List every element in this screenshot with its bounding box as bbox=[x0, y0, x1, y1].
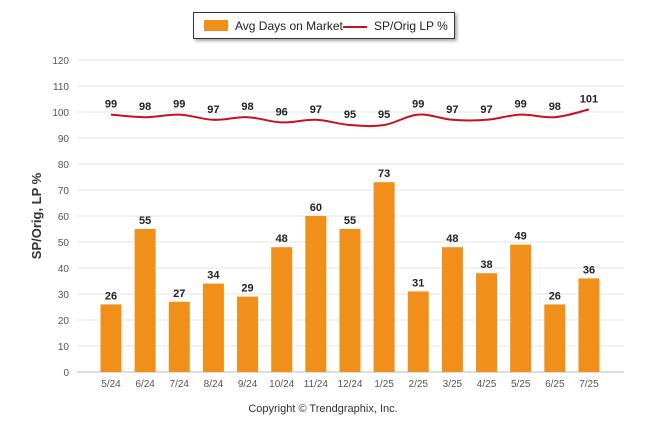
line-value-label: 99 bbox=[105, 99, 117, 111]
y-tick-label: 50 bbox=[58, 238, 70, 249]
line-value-label: 99 bbox=[412, 99, 424, 111]
y-tick-label: 100 bbox=[52, 108, 69, 119]
bar-6/25 bbox=[544, 304, 566, 372]
bar-11/24 bbox=[305, 216, 327, 372]
y-tick-label: 120 bbox=[52, 56, 69, 67]
bar-value-labels: 26 55 27 34 29 48 60 55 73 31 48 38 49 26 36 bbox=[105, 168, 595, 302]
x-tick-label: 10/24 bbox=[269, 379, 294, 390]
x-tick-label: 12/24 bbox=[337, 379, 362, 390]
x-tick-label: 5/24 bbox=[101, 379, 121, 390]
x-tick-label: 3/25 bbox=[443, 379, 463, 390]
y-axis-label: SP/Orig, LP % bbox=[29, 172, 44, 259]
x-tick-label: 6/24 bbox=[135, 379, 155, 390]
line-value-label: 96 bbox=[276, 106, 288, 118]
bar-series bbox=[100, 182, 600, 372]
bar-4/25 bbox=[476, 273, 498, 372]
bar-value-label: 27 bbox=[173, 288, 185, 300]
x-tick-label: 9/24 bbox=[238, 379, 258, 390]
x-tick-label: 11/24 bbox=[304, 379, 329, 390]
bar-12/24 bbox=[339, 229, 361, 372]
legend-item-bar: Avg Days on Market bbox=[204, 19, 343, 33]
bar-value-label: 38 bbox=[480, 259, 492, 271]
bar-7/25 bbox=[578, 278, 600, 372]
line-value-label: 98 bbox=[139, 101, 151, 113]
line-value-label: 99 bbox=[515, 99, 527, 111]
line-value-labels: 99 98 99 97 98 96 97 95 95 99 97 97 99 98 101 bbox=[105, 93, 598, 121]
bar-value-label: 49 bbox=[515, 231, 527, 243]
line-series bbox=[110, 108, 590, 128]
bar-9/24 bbox=[237, 296, 259, 372]
x-tick-label: 7/25 bbox=[579, 379, 599, 390]
bar-1/25 bbox=[373, 182, 395, 372]
bar-7/24 bbox=[168, 301, 190, 372]
y-tick-label: 60 bbox=[58, 212, 70, 223]
line-value-label: 97 bbox=[480, 104, 492, 116]
y-tick-label: 90 bbox=[58, 134, 70, 145]
x-tick-label: 1/25 bbox=[374, 379, 394, 390]
bar-value-label: 48 bbox=[276, 233, 288, 245]
line-value-label: 98 bbox=[549, 101, 561, 113]
line-value-label: 99 bbox=[173, 99, 185, 111]
bar-value-label: 29 bbox=[241, 283, 253, 295]
bar-value-label: 48 bbox=[446, 233, 458, 245]
x-tick-label: 6/25 bbox=[545, 379, 565, 390]
bar-value-label: 26 bbox=[549, 290, 561, 302]
y-axis-ticks: 0 10 20 30 40 50 60 70 80 90 100 110 120 bbox=[52, 56, 69, 379]
x-tick-label: 4/25 bbox=[477, 379, 497, 390]
bar-3/25 bbox=[441, 247, 463, 372]
line-value-label: 98 bbox=[241, 101, 253, 113]
line-value-label: 101 bbox=[580, 93, 598, 105]
line-sp-orig-lp bbox=[110, 108, 590, 128]
bar-value-label: 36 bbox=[583, 264, 595, 276]
legend-bar-label: Avg Days on Market bbox=[235, 19, 343, 33]
x-tick-label: 7/24 bbox=[170, 379, 190, 390]
x-tick-label: 2/25 bbox=[409, 379, 429, 390]
legend: Avg Days on Market SP/Orig LP % bbox=[193, 12, 455, 39]
bar-value-label: 55 bbox=[344, 215, 356, 227]
line-value-label: 95 bbox=[378, 109, 390, 121]
bar-5/25 bbox=[510, 244, 532, 372]
line-value-label: 97 bbox=[310, 104, 322, 116]
y-tick-label: 80 bbox=[58, 160, 70, 171]
y-tick-label: 110 bbox=[53, 82, 69, 93]
line-value-label: 97 bbox=[446, 104, 458, 116]
x-tick-label: 8/24 bbox=[204, 379, 224, 390]
line-value-label: 95 bbox=[344, 109, 356, 121]
x-tick-label: 5/25 bbox=[511, 379, 531, 390]
bar-2/25 bbox=[407, 291, 429, 372]
y-tick-label: 40 bbox=[58, 264, 70, 275]
bar-value-label: 73 bbox=[378, 168, 390, 180]
copyright-text: Copyright © Trendgraphix, Inc. bbox=[248, 403, 398, 415]
y-tick-label: 20 bbox=[58, 316, 70, 327]
legend-item-line: SP/Orig LP % bbox=[343, 19, 448, 33]
y-tick-label: 0 bbox=[63, 368, 69, 379]
legend-line-swatch bbox=[343, 26, 367, 28]
y-tick-label: 10 bbox=[58, 342, 70, 353]
bar-value-label: 55 bbox=[139, 215, 151, 227]
bar-value-label: 34 bbox=[207, 270, 220, 282]
bar-value-label: 60 bbox=[310, 202, 322, 214]
x-axis-ticks: 5/24 6/24 7/24 8/24 9/24 10/24 11/24 12/24 1/25 2… bbox=[101, 379, 599, 390]
y-tick-label: 30 bbox=[58, 290, 70, 301]
bar-5/24 bbox=[100, 304, 122, 372]
bar-value-label: 31 bbox=[412, 277, 424, 289]
legend-line-label: SP/Orig LP % bbox=[374, 19, 448, 33]
bar-8/24 bbox=[202, 283, 224, 372]
y-tick-label: 70 bbox=[58, 186, 70, 197]
bar-6/24 bbox=[134, 229, 156, 372]
bar-10/24 bbox=[271, 247, 293, 372]
bar-value-label: 26 bbox=[105, 290, 117, 302]
line-value-label: 97 bbox=[207, 104, 219, 116]
legend-bar-swatch bbox=[204, 20, 228, 31]
